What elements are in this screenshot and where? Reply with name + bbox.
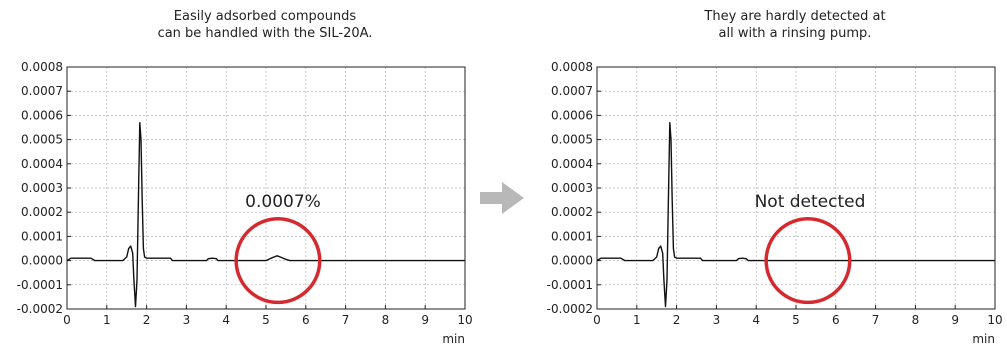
y-tick-label: 0.0000 (551, 254, 593, 268)
left-chart-title: Easily adsorbed compounds can be handled… (65, 8, 465, 42)
right-chart-title-line-2: all with a rinsing pump. (718, 26, 872, 41)
x-tick-label: 4 (752, 313, 760, 327)
y-tick-label: 0.0001 (21, 229, 63, 243)
peak-annotation: 0.0007% (245, 192, 321, 212)
y-tick-label: 0.0003 (21, 181, 63, 195)
x-tick-label: 0 (63, 313, 71, 327)
x-tick-label: 8 (912, 313, 920, 327)
x-tick-label: 8 (382, 313, 390, 327)
x-tick-label: 1 (633, 313, 641, 327)
x-tick-label: 0 (593, 313, 601, 327)
chromatogram-trace (596, 122, 995, 308)
right-chart-title-line-1: They are hardly detected at (704, 9, 886, 24)
x-tick-label: 10 (457, 313, 472, 327)
y-tick-label: 0.0006 (551, 108, 593, 122)
y-tick-label: 0.0001 (551, 229, 593, 243)
x-tick-label: 6 (302, 313, 310, 327)
left-chromatogram: -0.0002 -0.0001 0.0000 0.0001 0.0002 0.0003 0.… (17, 60, 473, 346)
y-tick-label: 0.0006 (21, 108, 63, 122)
x-tick-label: 10 (987, 313, 1002, 327)
y-tick-label: 0.0005 (551, 133, 593, 147)
y-tick-label: 0.0007 (551, 84, 593, 98)
left-chart-panel: Easily adsorbed compounds can be handled… (0, 0, 480, 350)
y-tick-label: -0.0001 (17, 278, 63, 292)
right-arrow-icon (480, 182, 524, 214)
x-tick-label: 3 (183, 313, 191, 327)
x-tick-label: 9 (421, 313, 429, 327)
y-tick-label: 0.0008 (21, 60, 63, 74)
y-tick-label: -0.0002 (17, 302, 63, 316)
y-tick-label: 0.0000 (21, 254, 63, 268)
x-tick-label: 7 (342, 313, 350, 327)
x-tick-label: 2 (143, 313, 151, 327)
grid-lines (597, 67, 995, 309)
right-chromatogram: -0.0002 -0.0001 0.0000 0.0001 0.0002 0.0003 0.… (547, 60, 1003, 346)
x-tick-label: 7 (872, 313, 880, 327)
y-tick-label: 0.0002 (551, 205, 593, 219)
x-tick-label: 4 (222, 313, 230, 327)
chromatogram-trace (66, 122, 465, 308)
y-tick-label: 0.0002 (21, 205, 63, 219)
x-tick-label: 9 (951, 313, 959, 327)
left-chart-title-line-1: Easily adsorbed compounds (173, 9, 357, 24)
y-tick-label: 0.0004 (21, 157, 63, 171)
right-chart-panel: They are hardly detected at all with a r… (530, 0, 1007, 350)
peak-annotation: Not detected (755, 192, 866, 212)
y-tick-label: 0.0007 (21, 84, 63, 98)
x-tick-label: 1 (103, 313, 111, 327)
x-tick-label: 6 (832, 313, 840, 327)
x-tick-label: 5 (262, 313, 270, 327)
y-tick-label: 0.0005 (21, 133, 63, 147)
y-tick-label: -0.0001 (547, 278, 593, 292)
y-tick-label: -0.0002 (547, 302, 593, 316)
y-tick-label: 0.0004 (551, 157, 593, 171)
x-tick-label: 2 (673, 313, 681, 327)
arrow-shape (480, 182, 524, 214)
highlight-circle (764, 217, 852, 305)
grid-lines (67, 67, 465, 309)
left-chart-title-line-2: can be handled with the SIL-20A. (157, 26, 373, 41)
x-tick-label: 5 (792, 313, 800, 327)
y-tick-label: 0.0008 (551, 60, 593, 74)
x-axis-label: min (972, 332, 995, 346)
x-axis-label: min (442, 332, 465, 346)
x-tick-label: 3 (713, 313, 721, 327)
right-chart-title: They are hardly detected at all with a r… (595, 8, 995, 42)
y-tick-label: 0.0003 (551, 181, 593, 195)
highlight-circle (234, 217, 322, 305)
